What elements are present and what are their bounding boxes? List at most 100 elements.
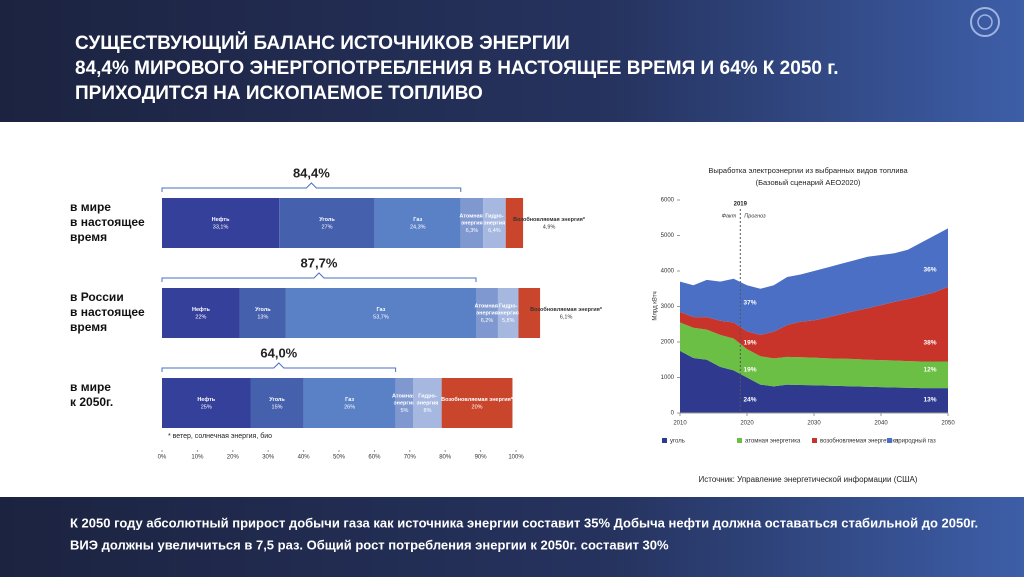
segment-name: Уголь xyxy=(255,307,271,313)
segment-name: Газ xyxy=(376,307,385,313)
x-tick-label: 60% xyxy=(368,455,381,461)
y-tick-label: 5000 xyxy=(661,233,675,239)
legend-swatch xyxy=(812,438,817,443)
segment-value: 6,1% xyxy=(560,314,573,320)
segment-name: Атомная энергия xyxy=(459,214,484,227)
bar-segment xyxy=(279,198,375,248)
area xyxy=(680,286,948,362)
area xyxy=(680,322,948,389)
logo xyxy=(970,7,1000,37)
bar-segment xyxy=(162,378,251,428)
legend-label: уголь xyxy=(670,439,685,445)
x-tick-label: 90% xyxy=(475,455,488,461)
footnote: * ветер, солнечная энергия, био xyxy=(168,432,272,440)
share-label: 13% xyxy=(923,397,936,404)
segment-name: Возобновляемая энергия* xyxy=(530,306,603,313)
segment-name: Атомная энергия xyxy=(474,304,499,317)
row-label: в мире в настоящее время xyxy=(70,200,148,244)
area xyxy=(680,350,948,413)
segment-name: Нефть xyxy=(197,396,215,403)
segment-value: 6,4% xyxy=(488,228,501,234)
bar-segment xyxy=(497,288,519,338)
segment-value: 5,8% xyxy=(502,318,515,324)
bar-segment xyxy=(518,288,541,338)
segment-value: 22% xyxy=(195,314,206,320)
bar-segment xyxy=(162,198,280,248)
x-tick-label: 70% xyxy=(404,455,417,461)
segment-value: 20% xyxy=(472,404,483,410)
x-tick-label: 2030 xyxy=(807,421,821,427)
x-tick-label: 2040 xyxy=(874,421,888,427)
x-tick-label: 30% xyxy=(262,455,275,461)
x-tick-label: 100% xyxy=(508,455,524,461)
segment-name: Возобновляемая энергия* xyxy=(513,216,586,223)
segment-value: 15% xyxy=(272,404,283,410)
y-tick-label: 0 xyxy=(671,411,675,417)
bar-segment xyxy=(441,378,513,428)
segment-name: Возобновляемая энергия* xyxy=(441,396,514,403)
x-tick-label: 80% xyxy=(439,455,452,461)
segment-value: 24,3% xyxy=(410,224,426,230)
segment-name: Газ xyxy=(345,397,354,403)
y-tick-label: 6000 xyxy=(661,198,675,204)
segment-name: Уголь xyxy=(269,397,285,403)
segment-name: Гидро-энергия xyxy=(497,304,519,317)
x-tick-label: 20% xyxy=(227,455,240,461)
chart-subtitle: (Базовый сценарий AEO2020) xyxy=(756,178,861,187)
bar-segment xyxy=(395,378,414,428)
footer-line: К 2050 году абсолютный прирост добычи га… xyxy=(70,515,978,530)
segment-name: Нефть xyxy=(212,216,230,223)
segment-value: 26% xyxy=(344,404,355,410)
source: Источник: Управление энергетической инфо… xyxy=(699,475,918,484)
y-tick-label: 4000 xyxy=(661,269,675,275)
bracket-label: 84,4% xyxy=(293,165,330,180)
legend-label: возобновляемая энергетика xyxy=(820,439,899,445)
share-label: 37% xyxy=(743,300,756,307)
segment-value: 6,2% xyxy=(481,318,494,324)
footer-band xyxy=(0,497,1024,577)
logo-inner xyxy=(977,14,993,30)
header-line: СУЩЕСТВУЮЩИЙ БАЛАНС ИСТОЧНИКОВ ЭНЕРГИИ xyxy=(75,32,570,54)
bracket xyxy=(161,182,462,192)
legend-swatch xyxy=(662,438,667,443)
x-tick-label: 2010 xyxy=(673,421,687,427)
bar-segment xyxy=(483,198,506,248)
segment-value: 4,9% xyxy=(543,224,556,230)
header-band xyxy=(0,0,1024,122)
header-line: ПРИХОДИТСЯ НА ИСКОПАЕМОЕ ТОПЛИВО xyxy=(75,83,483,104)
segment-name: Гидро-энергия xyxy=(484,214,506,227)
share-label: 38% xyxy=(923,340,936,347)
bracket xyxy=(161,362,397,372)
segment-value: 5% xyxy=(401,408,409,414)
area xyxy=(680,228,948,335)
x-tick-label: 10% xyxy=(191,455,204,461)
bar-segment xyxy=(162,288,240,338)
y-tick-label: 1000 xyxy=(661,375,675,381)
segment-name: Газ xyxy=(413,217,422,223)
bar-segment xyxy=(413,378,442,428)
segment-value: 33,1% xyxy=(213,224,229,230)
row-label: в мире к 2050г. xyxy=(70,380,114,409)
x-tick-label: 40% xyxy=(298,455,311,461)
segment-name: Гидро-энергия xyxy=(417,394,439,407)
y-tick-label: 3000 xyxy=(661,304,675,310)
bracket-label: 87,7% xyxy=(301,255,338,270)
legend-label: атомная энергетика xyxy=(745,439,801,445)
segment-value: 13% xyxy=(257,314,268,320)
share-label: 19% xyxy=(743,367,756,374)
y-axis-label: Млрд кВтч xyxy=(653,291,659,320)
segment-name: Нефть xyxy=(192,306,210,313)
share-label: 24% xyxy=(743,397,756,404)
segment-value: 25% xyxy=(201,404,212,410)
bar-segment xyxy=(239,288,286,338)
bracket xyxy=(161,272,477,282)
bar-segment xyxy=(285,288,476,338)
x-tick-label: 0% xyxy=(158,455,167,461)
row-label: в России в настоящее время xyxy=(70,290,148,334)
legend-label: природный газ xyxy=(895,438,936,445)
bar-segment xyxy=(303,378,396,428)
segment-value: 8% xyxy=(424,408,432,414)
share-label: 19% xyxy=(743,340,756,347)
segment-name: Уголь xyxy=(319,217,335,223)
